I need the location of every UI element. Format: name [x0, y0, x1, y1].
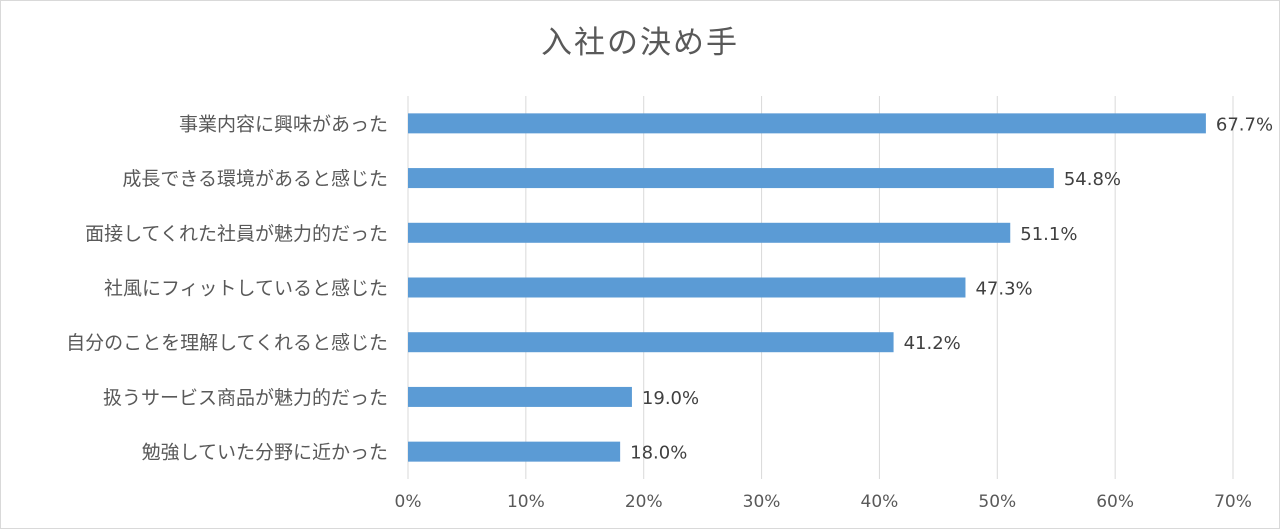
category-label: 面接してくれた社員が魅力的だった	[85, 223, 388, 245]
x-tick-label: 70%	[1214, 492, 1252, 512]
category-label: 成長できる環境があると感じた	[122, 168, 388, 190]
data-label: 67.7%	[1216, 114, 1273, 135]
category-label: 事業内容に興味があった	[179, 113, 388, 135]
x-tick-label: 50%	[978, 492, 1016, 512]
x-tick-label: 10%	[507, 492, 545, 512]
x-tick-label: 40%	[861, 492, 899, 512]
bar	[408, 332, 894, 353]
x-tick-label: 30%	[743, 492, 781, 512]
bar	[408, 168, 1054, 189]
bar	[408, 113, 1206, 134]
category-label: 扱うサービス商品が魅力的だった	[103, 387, 388, 409]
data-label: 41.2%	[904, 333, 961, 354]
x-tick-label: 20%	[625, 492, 663, 512]
chart-title: 入社の決め手	[541, 25, 739, 61]
data-label: 18.0%	[630, 443, 687, 464]
data-label: 54.8%	[1064, 169, 1121, 190]
category-label: 自分のことを理解してくれると感じた	[66, 332, 388, 354]
bar	[408, 441, 621, 462]
bar	[408, 386, 632, 407]
data-label: 19.0%	[642, 388, 699, 409]
category-label: 勉強していた分野に近かった	[142, 442, 388, 464]
data-label: 51.1%	[1020, 224, 1077, 245]
x-tick-label: 60%	[1096, 492, 1134, 512]
x-tick-label: 0%	[395, 492, 422, 512]
bar	[408, 222, 1011, 243]
bar	[408, 277, 966, 298]
data-label: 47.3%	[975, 279, 1032, 300]
category-label: 社風にフィットしていると感じた	[104, 278, 388, 300]
